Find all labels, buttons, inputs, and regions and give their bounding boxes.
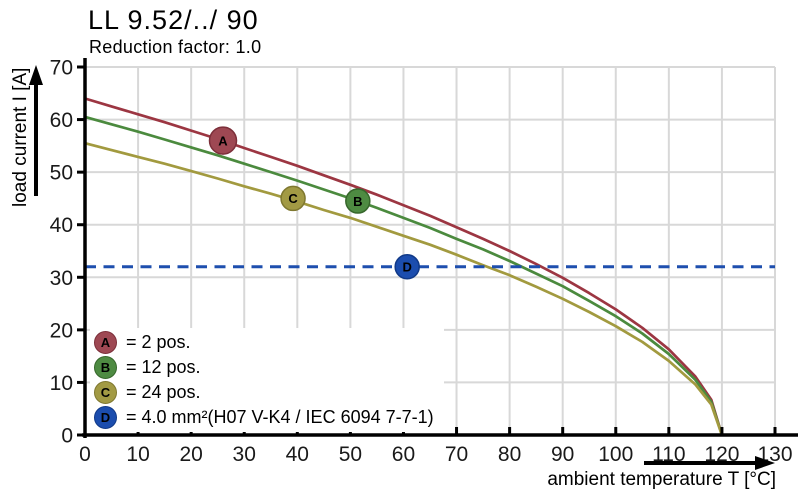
marker-letter-d: D <box>402 260 411 275</box>
x-axis-arrowhead-icon <box>755 456 775 470</box>
x-axis-label: ambient temperature T [°C] <box>547 469 776 490</box>
marker-b <box>345 188 371 214</box>
x-tick-label: 80 <box>498 443 521 466</box>
legend-item-label: = 24 pos. <box>126 382 201 402</box>
marker-d <box>394 254 420 280</box>
legend-marker-d-icon: D <box>94 406 117 429</box>
legend-item-a: A = 2 pos. <box>94 330 434 355</box>
page-title: LL 9.52/../ 90 <box>88 5 259 35</box>
y-tick-label: 50 <box>50 162 73 185</box>
x-tick-label: 90 <box>551 443 574 466</box>
legend-item-label: = 4.0 mm²(H07 V-K4 / IEC 6094 7-7-1) <box>126 407 434 427</box>
x-tick-label: 0 <box>79 443 91 466</box>
curve-a <box>84 97 724 436</box>
marker-letter-a: A <box>218 133 228 148</box>
y-axis-arrowhead-icon <box>29 65 43 85</box>
marker-c <box>280 185 306 212</box>
curve-c <box>84 141 724 436</box>
y-tick-label: 30 <box>50 267 73 290</box>
reduction-factor-label: Reduction factor: 1.0 <box>89 37 262 57</box>
y-tick-label: 70 <box>50 57 73 80</box>
y-tick-label: 40 <box>50 214 73 237</box>
legend-item-b: B = 12 pos. <box>94 355 434 380</box>
marker-letter-c: C <box>288 191 298 206</box>
x-tick-label: 70 <box>445 443 468 466</box>
x-tick-label: 40 <box>286 443 309 466</box>
legend-marker-a-icon: A <box>94 331 117 354</box>
x-tick-label: 50 <box>339 443 362 466</box>
x-tick-label: 20 <box>179 443 202 466</box>
x-tick-label: 110 <box>652 443 685 466</box>
x-tick-label: 60 <box>392 443 415 466</box>
y-tick-label: 10 <box>50 372 73 395</box>
marker-letter-b: B <box>353 194 362 209</box>
x-tick-label: 30 <box>233 443 256 466</box>
marker-a <box>208 126 238 155</box>
x-tick-label: 120 <box>704 443 739 466</box>
y-axis-label: load current I [A] <box>10 67 31 207</box>
y-tick-label: 20 <box>50 319 73 342</box>
curve-b <box>84 115 724 436</box>
legend-item-c: C = 24 pos. <box>94 380 434 405</box>
legend-item-d: D = 4.0 mm²(H07 V-K4 / IEC 6094 7-7-1) <box>94 405 434 430</box>
legend-marker-c-icon: C <box>94 381 117 404</box>
legend-item-label: = 2 pos. <box>126 332 191 352</box>
legend-item-label: = 12 pos. <box>126 357 201 377</box>
legend: A = 2 pos. B = 12 pos. C = 24 pos. D = 4… <box>90 328 444 432</box>
x-tick-label: 10 <box>126 443 149 466</box>
y-tick-label: 60 <box>50 109 73 132</box>
x-tick-label: 100 <box>598 443 633 466</box>
legend-marker-b-icon: B <box>94 356 117 379</box>
y-tick-label: 0 <box>61 425 73 448</box>
